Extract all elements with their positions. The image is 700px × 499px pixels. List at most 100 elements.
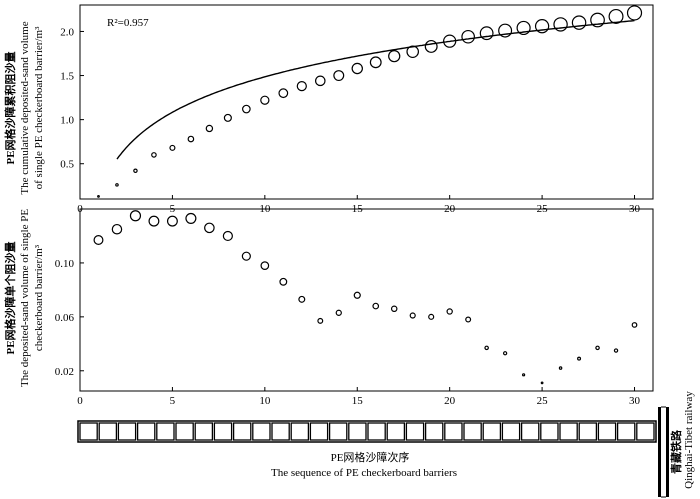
top-data-point [608,8,624,24]
barrier-cell [367,422,386,441]
railway-track-right [666,407,669,497]
bottom-ytick-label: 0.02 [55,366,74,378]
barrier-cell [386,422,406,441]
barrier-cell [194,422,214,441]
top-data-point [443,34,457,48]
barrier-cell [540,422,559,441]
top-data-point [260,95,270,105]
bottom-xtick-label: 30 [629,395,641,407]
bottom-xtick-label: 25 [537,395,549,407]
bottom-data-point [428,313,435,320]
barrier-cell [482,422,502,441]
barrier-cell [348,422,367,441]
barrier-cell [136,422,156,441]
bottom-data-point [185,212,197,224]
top-fit-curve [116,19,635,160]
bottom-data-point [317,317,324,324]
top-data-point [223,113,232,122]
bottom-axis-ticks: 0 5 10 15 20 25 30 0.02 0.06 0.10 [55,258,641,407]
barrier-cell [616,422,636,441]
top-axis-ticks: 0 5 10 15 20 25 300.51.01.52.0 [60,26,640,215]
top-data-point [115,183,119,187]
barrier-cell [424,422,444,441]
top-ytick-label: 1.0 [60,115,74,127]
bottom-data-point [595,345,600,351]
top-data-point [133,168,138,174]
top-data-point [351,62,363,75]
top-data-point [369,56,382,69]
bottom-data-point [111,223,123,235]
top-plot-frame [79,4,654,200]
barrier-cell [463,422,482,441]
bottom-xtick-label: 15 [352,395,364,407]
bottom-ytick-label: 0.06 [55,312,75,324]
top-data-point [296,80,307,92]
railway-marker: 青藏铁路 Qinghai-Tibet railway [658,391,695,498]
barrier-cell [578,422,598,441]
bottom-ylabel-cn: PE网格沙障单个阻沙量 [3,241,17,354]
bottom-data-point [577,356,582,361]
bottom-data-point [148,215,160,227]
bottom-ylabel-en-1: The deposited-sand volume of single PE [19,209,31,387]
bottom-xtick-label: 10 [259,395,271,407]
barrier-cell [328,422,348,441]
top-data-point [479,26,494,41]
xlabel-en: The sequence of PE checkerboard barriers [271,467,457,479]
railway-label-cn: 青藏铁路 [669,429,683,474]
barrier-cell [520,422,540,441]
bottom-xtick-label: 20 [444,395,456,407]
top-data-point [388,50,401,63]
barrier-strip-outline [77,420,657,443]
bottom-ylabel-en-2: checkerboard barrier/m³ [33,244,45,351]
top-data-point [406,45,419,59]
barrier-cell [444,422,463,441]
bottom-data-point [540,381,544,385]
bottom-data-point [465,316,472,323]
bottom-data-point [166,215,178,227]
top-data-point [534,19,550,34]
top-data-points [97,5,643,198]
bottom-data-point [260,261,270,270]
top-data-point [205,124,214,133]
top-data-point [333,70,345,82]
top-data-point [169,144,176,151]
top-data-point [314,75,326,87]
bottom-data-point [93,235,104,245]
top-data-point [626,5,643,21]
bottom-data-point [613,348,619,353]
top-data-point [187,135,195,143]
bottom-data-point [522,373,526,377]
top-data-point [590,12,605,28]
barrier-cell [271,422,290,441]
bottom-data-point [558,366,563,370]
top-data-point [97,194,100,198]
top-data-point [424,39,438,53]
top-ylabel-en-2: of single PE checkerboard barrier/m³ [33,26,45,189]
xlabel-cn: PE网格沙障次序 [331,450,410,464]
barrier-cell [117,422,137,441]
top-data-point [553,17,568,32]
top-data-point [242,104,251,114]
bottom-data-point [222,230,233,242]
barrier-cell [232,422,252,441]
barrier-cell [636,422,655,441]
barrier-cell [156,422,175,441]
top-ylabel-cn: PE网格沙障累积阻沙量 [3,51,17,164]
bottom-data-points [93,210,638,385]
single-barrier-panel: 0 5 10 15 20 25 30 0.02 0.06 0.10 PE网格沙障单个阻沙量 The… [3,208,654,407]
barrier-cell [290,422,310,441]
top-fit-line [116,19,635,160]
bottom-data-point [241,251,251,261]
bottom-plot-frame [79,208,654,392]
bottom-data-point [631,322,638,328]
top-ytick-label: 0.5 [60,159,74,171]
top-ylabel-en-1: The cumulative deposited-sand volume [19,21,31,194]
top-data-point [498,23,513,38]
bottom-ytick-label: 0.10 [55,258,75,270]
bottom-xtick-label: 5 [170,395,176,407]
bottom-data-point [279,277,288,286]
barrier-cell [405,422,425,441]
bottom-data-point [204,222,215,234]
top-data-point [516,20,531,36]
